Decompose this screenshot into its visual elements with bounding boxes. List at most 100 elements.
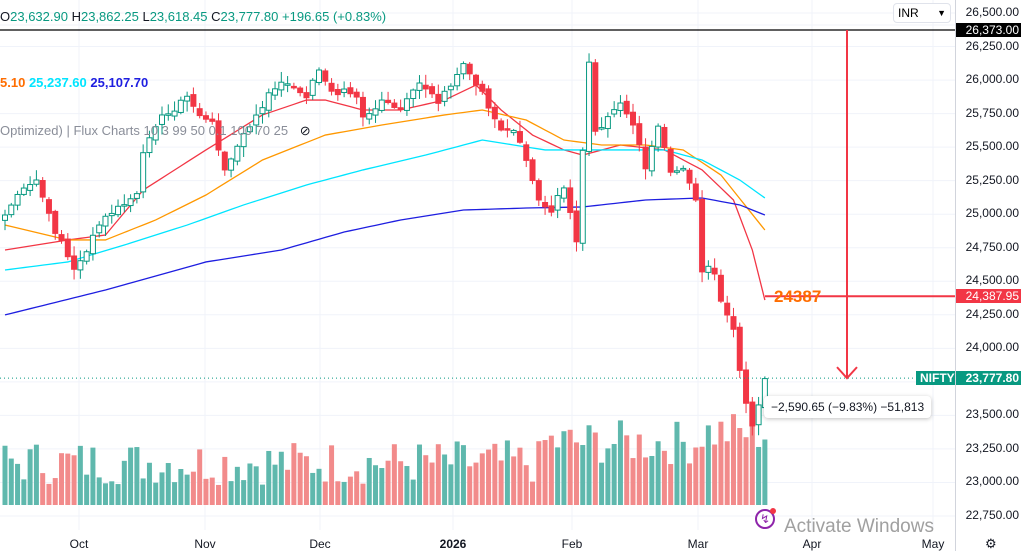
candle-down — [473, 74, 479, 86]
symbol-tag: NIFTY — [916, 371, 959, 386]
candle-up — [14, 193, 21, 206]
candle-up — [253, 114, 260, 126]
hidden-eye-icon[interactable]: ⊘ — [299, 123, 311, 138]
price-chart[interactable] — [0, 0, 955, 551]
volume-bar — [71, 455, 77, 505]
currency-select[interactable]: INR ▼ — [893, 3, 951, 23]
volume-bar — [586, 425, 592, 505]
ma-legend[interactable]: 5.10 25,237.60 25,107.70 — [0, 75, 148, 90]
candle-up — [96, 224, 103, 234]
candle-up — [121, 204, 128, 207]
volume-bar — [699, 446, 705, 505]
candle-up — [77, 260, 84, 271]
candle-down — [749, 401, 756, 427]
lightning-icon[interactable]: ↯ — [755, 508, 776, 529]
settings-gear-icon[interactable]: ⚙ — [985, 536, 997, 551]
candle-up — [265, 92, 272, 111]
candle-down — [64, 238, 71, 258]
price-tick: 26,000.00 — [965, 72, 1019, 87]
volume-bar — [523, 465, 529, 505]
volume-bar — [467, 466, 473, 505]
volume-bar — [605, 448, 611, 505]
open-value: 23,632.90 — [10, 9, 68, 24]
volume-bar — [203, 478, 209, 505]
candle-up — [27, 184, 34, 191]
volume-bar — [115, 484, 121, 505]
volume-bar — [366, 457, 372, 505]
candle-up — [140, 152, 147, 193]
moving-average-line — [4, 84, 766, 301]
volume-bar — [548, 435, 554, 505]
volume-bar — [762, 439, 768, 505]
volume-bar — [599, 462, 605, 505]
candle-down — [498, 120, 505, 131]
candle-down — [422, 84, 429, 90]
candle-up — [102, 215, 109, 227]
candle-up — [579, 149, 586, 244]
candle-down — [630, 111, 636, 126]
candle-up — [246, 126, 253, 133]
price-axis[interactable]: 26,373.00 24,387.95 23,777.80 26,500.00 2… — [955, 0, 1021, 551]
candle-up — [403, 98, 410, 111]
volume-bar — [687, 463, 693, 505]
volume-bar — [159, 472, 165, 505]
ma-value-1: 5.10 — [0, 75, 26, 90]
candle-down — [535, 180, 542, 201]
candle-down — [686, 169, 693, 184]
price-tick: 25,500.00 — [965, 139, 1019, 154]
volume-bar — [460, 445, 466, 505]
candle-up — [454, 74, 461, 87]
candle-down — [699, 198, 706, 273]
candle-up — [284, 83, 291, 86]
candle-down — [45, 199, 52, 214]
candle-down — [58, 234, 65, 241]
volume-bar — [140, 478, 146, 505]
candle-up — [177, 99, 184, 113]
candle-down — [322, 70, 329, 82]
candle-down — [724, 302, 731, 316]
candle-down — [717, 274, 724, 302]
volume-bar — [479, 453, 485, 505]
indicator-legend[interactable]: Optimized) | Flux Charts 10 3 99 50 0.1 … — [0, 123, 311, 138]
volume-bar — [153, 482, 159, 505]
volume-bar — [743, 437, 749, 505]
time-tick: Apr — [802, 537, 822, 551]
high-value: 23,862.25 — [80, 9, 139, 24]
volume-bar — [65, 453, 71, 505]
candle-up — [510, 129, 517, 134]
candle-down — [485, 88, 492, 109]
candle-up — [171, 110, 178, 117]
volume-bar — [96, 477, 102, 505]
volume-bar — [347, 476, 353, 505]
candle-up — [316, 69, 322, 84]
time-tick: Mar — [687, 537, 709, 551]
indicator-legend-text: Optimized) | Flux Charts 10 3 99 50 0.1 … — [0, 123, 289, 138]
price-tick: 25,000.00 — [965, 206, 1019, 221]
volume-bar — [435, 444, 441, 505]
volume-bar — [102, 483, 108, 505]
volume-bar — [398, 461, 404, 505]
candle-down — [479, 83, 486, 92]
activate-windows-watermark: Activate Windows — [784, 516, 934, 537]
volume-bar — [385, 460, 391, 505]
moving-average-line — [4, 197, 766, 316]
candle-down — [466, 63, 473, 75]
candle-down — [221, 151, 228, 171]
candle-up — [705, 265, 712, 273]
candle-down — [359, 96, 366, 118]
volume-bar — [266, 450, 272, 505]
volume-bar — [128, 447, 134, 505]
volume-bar — [530, 481, 536, 505]
ma-value-3: 25,107.70 — [90, 75, 149, 90]
candle-up — [228, 158, 235, 171]
volume-bar — [209, 477, 215, 505]
volume-bar — [542, 440, 548, 505]
volume-bar — [442, 454, 448, 505]
volume-bar — [448, 464, 454, 505]
candle-up — [460, 63, 467, 75]
volume-bar — [272, 464, 278, 505]
volume-bar — [636, 434, 642, 505]
volume-bar — [329, 445, 335, 505]
volume-bar — [241, 480, 247, 505]
candle-up — [441, 90, 448, 102]
